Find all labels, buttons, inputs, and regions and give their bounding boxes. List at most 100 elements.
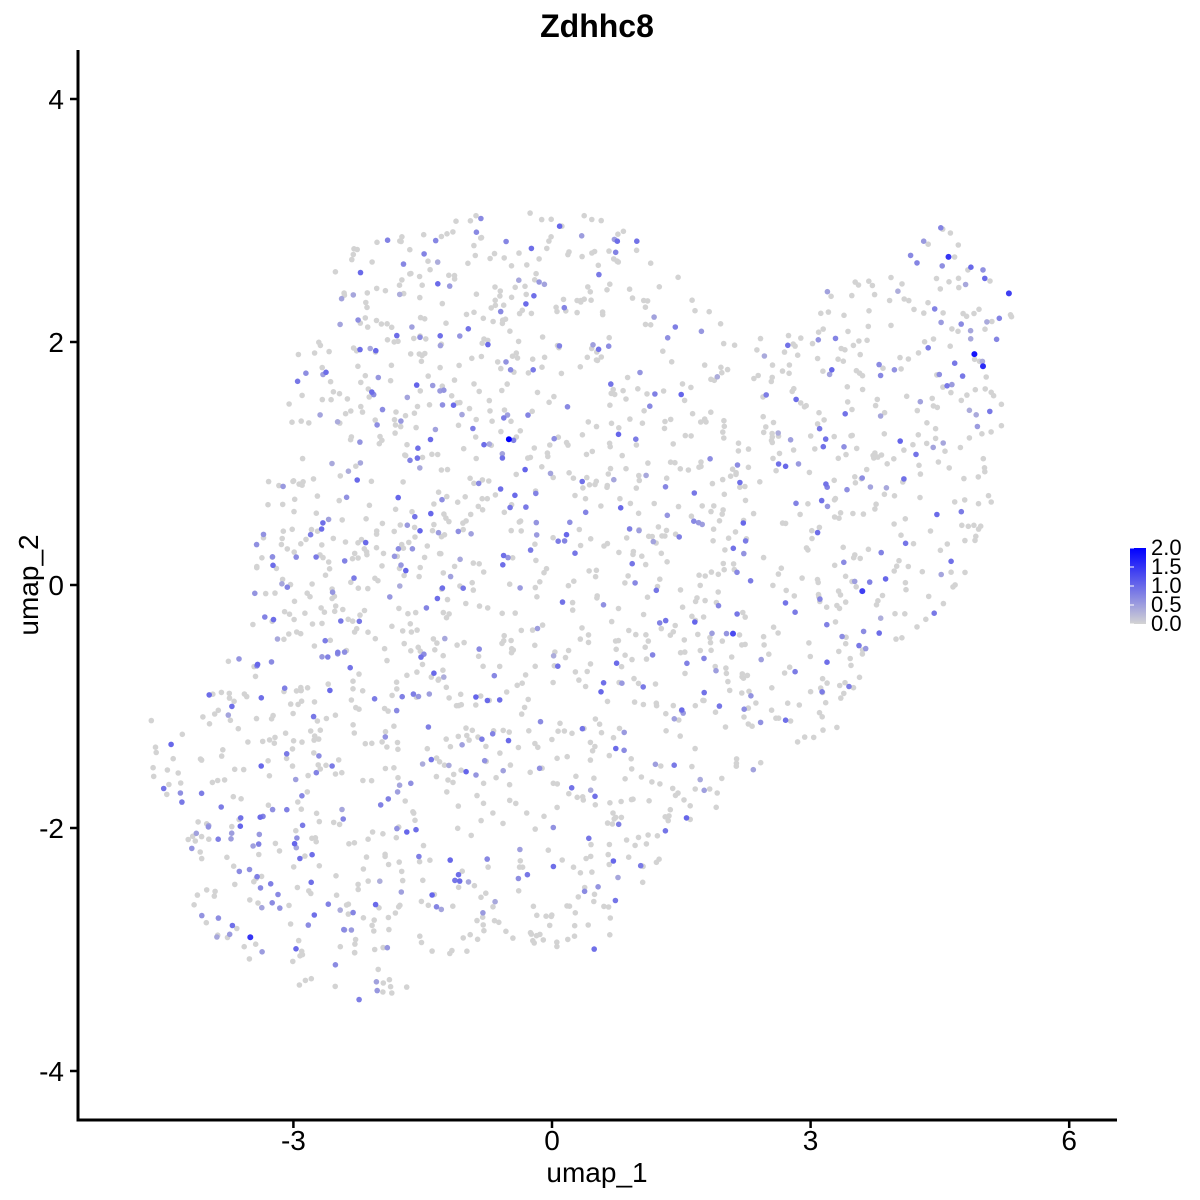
data-point — [737, 484, 743, 491]
data-point — [257, 814, 264, 820]
data-point — [392, 506, 399, 513]
data-point — [613, 646, 619, 653]
data-point — [730, 630, 736, 637]
data-point — [966, 435, 973, 441]
data-point — [351, 575, 357, 581]
data-point — [437, 333, 444, 339]
data-point — [396, 782, 403, 788]
data-point — [662, 828, 669, 834]
data-point — [948, 558, 954, 565]
data-point — [454, 642, 460, 648]
data-point — [741, 550, 747, 557]
data-point — [831, 514, 838, 520]
data-point — [409, 546, 416, 552]
data-point — [574, 309, 580, 316]
data-point — [714, 374, 721, 380]
data-point — [652, 761, 659, 768]
data-point — [469, 355, 475, 362]
data-point — [402, 798, 409, 804]
data-point — [598, 354, 605, 360]
data-point — [842, 411, 848, 417]
data-point — [455, 803, 462, 809]
data-point — [362, 539, 369, 546]
data-point — [734, 569, 740, 576]
data-point — [251, 878, 257, 885]
data-point — [948, 569, 954, 575]
data-point — [515, 744, 522, 751]
data-point — [230, 863, 237, 869]
data-point — [845, 328, 851, 335]
data-point — [387, 377, 394, 384]
data-point — [304, 789, 311, 795]
data-point — [718, 364, 724, 371]
data-point — [429, 382, 436, 389]
data-point — [534, 389, 541, 396]
data-point — [455, 422, 462, 429]
data-point — [545, 847, 552, 853]
data-point — [529, 408, 535, 415]
data-point — [303, 536, 309, 543]
data-point — [586, 835, 592, 842]
data-point — [291, 496, 298, 503]
data-point — [740, 675, 747, 681]
data-point — [389, 623, 395, 630]
data-point — [582, 683, 589, 690]
data-point — [663, 728, 669, 734]
data-point — [284, 584, 291, 590]
data-point — [610, 810, 616, 816]
data-point — [501, 407, 508, 413]
data-point — [398, 238, 404, 245]
data-point — [940, 384, 946, 390]
data-point — [570, 864, 577, 870]
data-point — [607, 281, 613, 288]
data-point — [471, 242, 477, 249]
data-point — [797, 400, 804, 406]
data-point — [687, 803, 693, 809]
data-point — [818, 310, 824, 317]
data-point — [463, 600, 469, 607]
data-point — [1005, 290, 1012, 297]
data-point — [486, 478, 492, 484]
data-point — [473, 702, 479, 708]
data-point — [221, 777, 228, 783]
data-point — [415, 693, 422, 700]
data-point — [433, 773, 440, 780]
data-point — [528, 245, 535, 252]
data-point — [866, 308, 872, 314]
data-point — [944, 383, 950, 389]
data-point — [589, 748, 596, 754]
data-point — [386, 926, 392, 933]
data-point — [339, 806, 345, 813]
data-point — [352, 936, 359, 943]
data-point — [613, 660, 620, 666]
data-point — [387, 594, 393, 600]
data-point — [295, 937, 302, 944]
data-point — [319, 364, 326, 371]
data-point — [281, 685, 288, 691]
data-point — [637, 369, 643, 376]
data-point — [876, 361, 882, 368]
data-point — [468, 531, 474, 537]
data-point — [566, 903, 573, 909]
data-point — [337, 943, 344, 950]
data-point — [341, 926, 347, 933]
data-point — [480, 663, 486, 670]
data-point — [253, 715, 260, 722]
data-point — [610, 386, 616, 393]
data-point — [794, 739, 801, 745]
data-point — [781, 670, 788, 676]
data-point — [550, 824, 557, 831]
data-point — [993, 336, 1000, 343]
data-point — [681, 797, 687, 803]
data-point — [698, 459, 704, 465]
data-point — [913, 451, 919, 458]
data-point — [518, 528, 524, 534]
data-point — [451, 272, 458, 279]
data-point — [962, 569, 968, 576]
data-point — [325, 654, 331, 660]
data-point — [366, 502, 373, 509]
data-point — [585, 632, 592, 638]
data-point — [205, 824, 212, 830]
data-point — [852, 480, 859, 486]
y-axis-label: umap_2 — [13, 534, 44, 635]
